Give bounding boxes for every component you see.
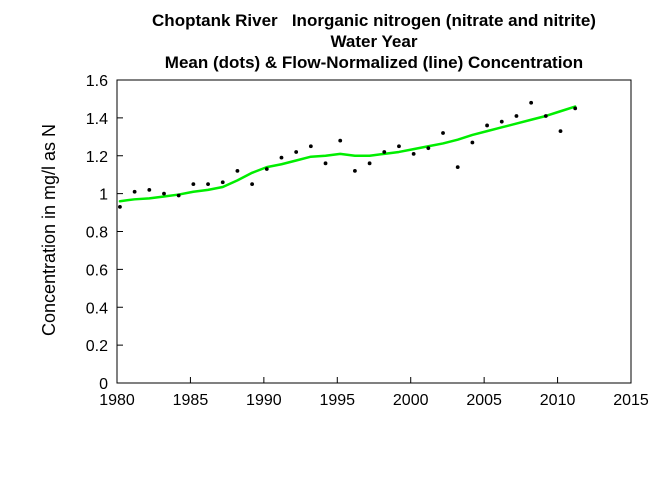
flow-normalized-line [118, 105, 577, 203]
chart-title-line-2: Water Year [331, 32, 418, 51]
mean-dot [279, 155, 284, 160]
x-tick-label: 1985 [173, 392, 209, 409]
x-tick-label: 2005 [466, 392, 502, 409]
mean-dot [426, 146, 431, 151]
mean-dot [191, 182, 196, 187]
mean-dot [323, 161, 328, 166]
mean-dot [147, 187, 152, 192]
mean-dot [470, 140, 475, 145]
x-tick-label: 2010 [540, 392, 576, 409]
mean-dot [206, 182, 210, 187]
mean-dot [485, 123, 489, 128]
y-tick-label: 1 [99, 187, 108, 204]
mean-dot [441, 131, 445, 135]
mean-dot [573, 106, 578, 111]
mean-dot [132, 189, 137, 194]
mean-dot [308, 144, 313, 149]
mean-dot [235, 169, 240, 173]
y-tick-label: 1.2 [86, 149, 108, 166]
plot-area: 1980 1985 1990 1995 2000 2005 2010 2015 0 0.2 0.4 0… [86, 73, 649, 409]
mean-dot [294, 150, 299, 154]
mean-dot [499, 119, 504, 124]
mean-dot [162, 191, 166, 196]
x-tick-label: 1995 [319, 392, 355, 409]
mean-dot [264, 167, 269, 171]
y-tick-label: 0.2 [86, 338, 108, 355]
mean-dot [353, 169, 357, 173]
y-tick-label: 1.4 [86, 111, 108, 128]
x-tick-label: 1980 [99, 392, 135, 409]
mean-dot [250, 182, 255, 187]
y-tick-label: 0.8 [86, 225, 108, 242]
x-tick-label: 1990 [246, 392, 282, 409]
mean-dot [411, 151, 416, 156]
y-tick-label: 1.6 [86, 73, 108, 90]
mean-dot [397, 144, 401, 149]
mean-dot [220, 180, 225, 185]
mean-dot [118, 204, 122, 209]
mean-dot [514, 114, 519, 118]
x-tick-label: 2015 [613, 392, 649, 409]
mean-dot [543, 114, 548, 118]
chart-title-line-3: Mean (dots) & Flow-Normalized (line) Con… [165, 53, 583, 72]
mean-dot [176, 193, 181, 198]
mean-dot [558, 129, 563, 134]
mean-dot [338, 138, 343, 143]
y-tick-label: 0.6 [86, 262, 108, 279]
mean-dot [367, 161, 372, 166]
mean-dot [529, 100, 534, 105]
chart-title-line-1: Choptank River Inorganic nitrogen (nitra… [152, 11, 596, 30]
mean-dot [382, 150, 387, 154]
y-tick-label: 0 [99, 376, 108, 393]
y-tick-label: 0.4 [86, 300, 108, 317]
y-axis-label: Concentration in mg/l as N [39, 124, 59, 336]
mean-dot [455, 165, 460, 170]
x-tick-label: 2000 [393, 392, 429, 409]
